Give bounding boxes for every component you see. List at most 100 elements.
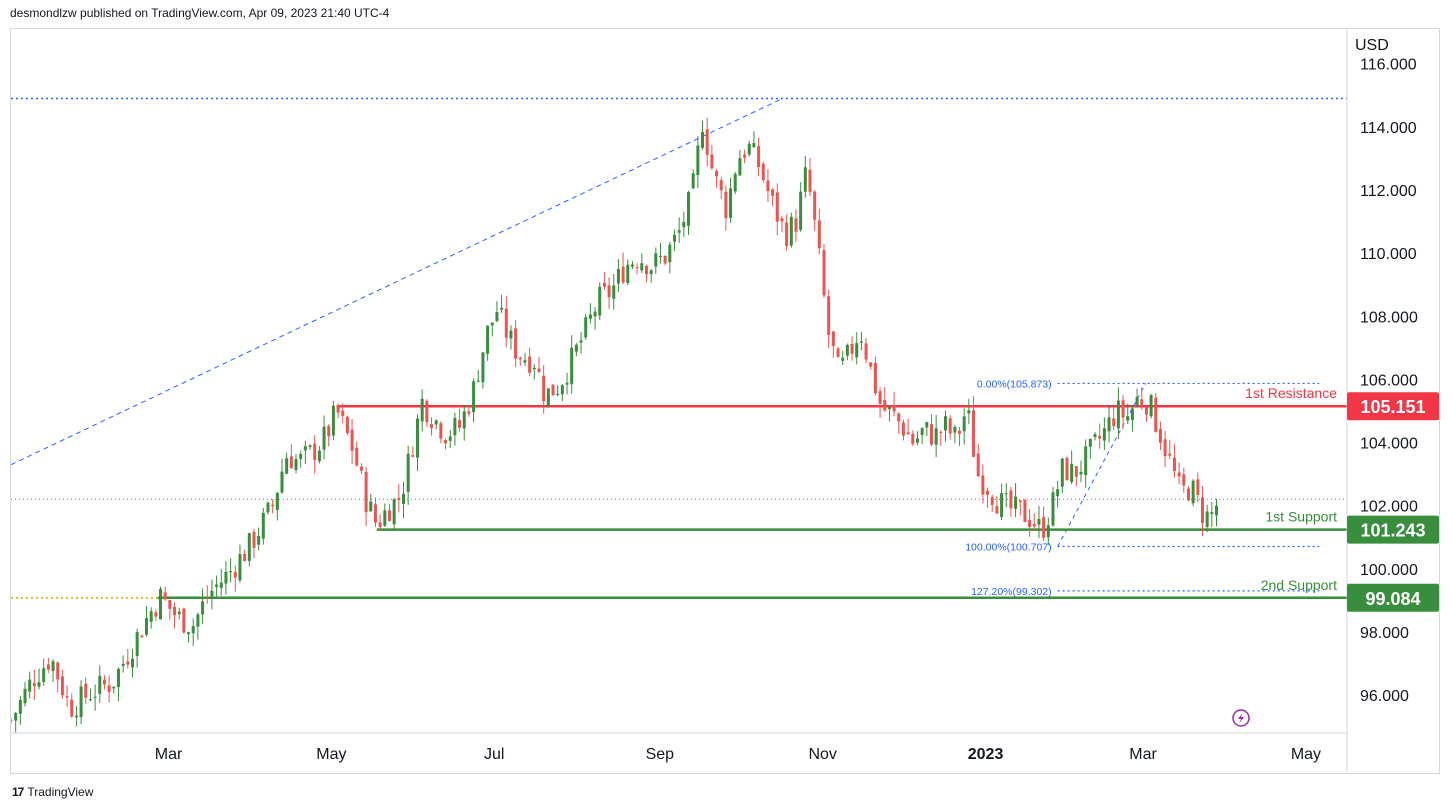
tradingview-logo[interactable]: 17 TradingView (12, 785, 93, 799)
level-lines (11, 97, 1347, 600)
y-tick-label: 104.000 (1360, 436, 1418, 453)
candle-body (691, 173, 695, 189)
candle-body (780, 218, 784, 222)
candle-body (1215, 505, 1219, 516)
x-tick-label: May (1291, 746, 1321, 763)
candle-body (420, 398, 424, 422)
candle-body (803, 167, 807, 192)
candle-body (88, 699, 92, 701)
candle-body (719, 180, 723, 191)
candle-body (817, 220, 821, 249)
time-axis: Mar May Jul Sep Nov 2023 Mar May (155, 746, 1321, 763)
candle-body (771, 189, 775, 196)
candle-body (644, 265, 648, 275)
candle-body (948, 418, 952, 434)
level-label: 2nd Support (1261, 577, 1337, 593)
candles (11, 117, 1219, 734)
candle-body (14, 713, 18, 721)
candle-body (743, 154, 747, 158)
candle-body (294, 458, 298, 471)
candle-body (23, 688, 27, 704)
candle-body (892, 404, 896, 412)
candle-body (159, 588, 163, 620)
candle-body (359, 466, 363, 471)
candle-body (201, 601, 205, 615)
candle-body (112, 686, 116, 689)
candle-body (598, 286, 602, 316)
y-tick-label: 110.000 (1360, 246, 1417, 263)
x-tick-label: Mar (155, 746, 183, 763)
candle-body (687, 192, 691, 226)
candle-body (116, 668, 120, 688)
price-chart[interactable]: 0.00%(105.873) 100.00%(100.707) 127.20%(99… (11, 29, 1439, 773)
candle-body (177, 611, 181, 615)
candle-body (98, 675, 102, 694)
candle-body (247, 533, 251, 561)
candle-body (911, 433, 915, 444)
candle-body (612, 285, 616, 299)
y-tick-label: 96.000 (1360, 688, 1409, 705)
candle-body (1102, 428, 1106, 441)
candle-body (1046, 525, 1050, 538)
candle-body (630, 264, 634, 267)
y-tick-label: 98.000 (1360, 625, 1409, 642)
candle-body (257, 536, 261, 545)
candle-body (140, 635, 144, 638)
candle-body (850, 343, 854, 354)
fib-level-label: 127.20%(99.302) (971, 586, 1052, 598)
price-tag (1347, 583, 1439, 612)
candle-body (215, 584, 219, 587)
candle-body (70, 699, 74, 717)
candle-body (411, 455, 415, 457)
candle-body (915, 438, 919, 443)
candle-body (813, 191, 817, 220)
candle-body (65, 696, 69, 698)
candle-body (350, 429, 354, 451)
candle-body (1051, 492, 1055, 526)
candle-body (789, 216, 793, 246)
candle-body (967, 410, 971, 414)
publish-header: desmondlzw published on TradingView.com,… (10, 6, 390, 20)
candle-body (1186, 488, 1190, 501)
candle-body (60, 676, 64, 696)
candle-body (56, 662, 60, 680)
candle-body (607, 285, 611, 298)
price-tag (1347, 515, 1439, 544)
lightning-icon[interactable] (1232, 709, 1250, 727)
candle-body (313, 443, 317, 461)
candle-body (626, 264, 630, 284)
candle-body (593, 311, 597, 317)
chart-frame[interactable]: 0.00%(105.873) 100.00%(100.707) 127.20%(99… (10, 28, 1440, 774)
candle-body (1177, 472, 1181, 477)
price-tag (1347, 392, 1439, 421)
candle-body (355, 447, 359, 466)
candle-body (79, 686, 83, 718)
candle-body (682, 221, 686, 228)
candle-body (504, 308, 508, 338)
candle-body (841, 357, 845, 361)
candle-body (369, 501, 373, 512)
candle-body (430, 424, 434, 428)
candle-body (878, 391, 882, 404)
candle-body (640, 263, 644, 271)
candle-body (551, 384, 555, 396)
candle-body (336, 405, 340, 413)
candle-body (102, 679, 106, 685)
candle-body (733, 173, 737, 192)
candle-body (588, 314, 592, 319)
y-tick-label: 100.000 (1360, 562, 1418, 579)
candle-body (154, 612, 158, 617)
candle-body (32, 683, 36, 687)
tradingview-mark-icon: 17 (12, 785, 24, 799)
candle-body (1070, 463, 1074, 483)
x-tick-label: Nov (808, 746, 836, 763)
level-label: 1st Resistance (1245, 385, 1337, 401)
candle-body (654, 253, 658, 267)
candle-body (696, 145, 700, 176)
y-tick-label: 116.000 (1360, 57, 1417, 74)
trendline (11, 98, 783, 466)
candle-body (126, 661, 130, 665)
candle-body (785, 222, 789, 247)
y-tick-label: 114.000 (1360, 120, 1417, 137)
candle-body (280, 471, 284, 493)
